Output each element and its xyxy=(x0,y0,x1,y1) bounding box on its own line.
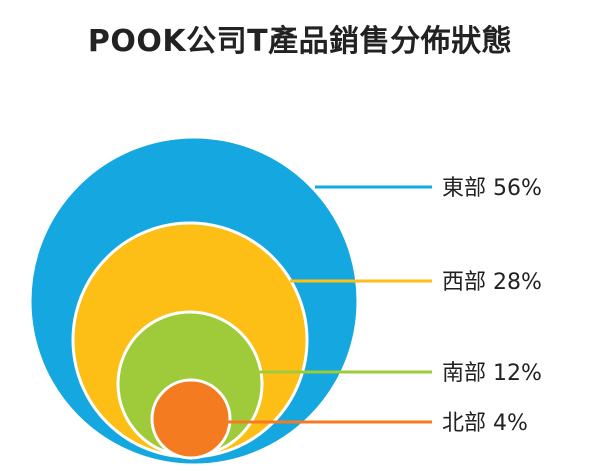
chart-title: POOK公司T產品銷售分佈狀態 xyxy=(87,24,513,59)
data-label-東部: 東部 56% xyxy=(442,176,542,201)
data-label-北部: 北部 4% xyxy=(442,411,528,436)
circle-北部 xyxy=(150,378,232,460)
circle-group xyxy=(28,135,360,467)
data-label-南部: 南部 12% xyxy=(442,361,542,386)
data-label-西部: 西部 28% xyxy=(442,270,542,295)
label-group: 東部 56% 西部 28% 南部 12% 北部 4% xyxy=(442,176,542,436)
leader-line-group xyxy=(216,185,432,424)
